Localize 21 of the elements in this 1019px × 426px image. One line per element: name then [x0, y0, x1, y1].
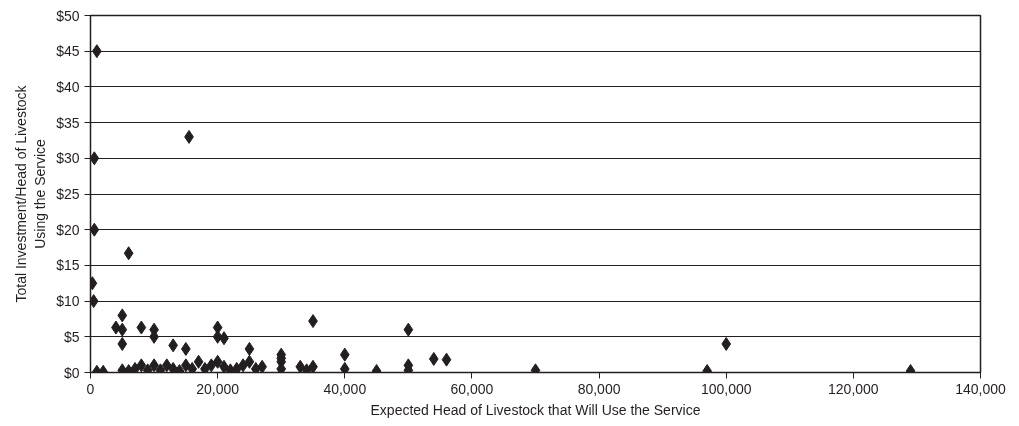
y-axis-title: Total Investment/Head of Livestock Using the Service	[12, 84, 49, 303]
x-tick-label: 20,000	[196, 380, 240, 397]
y-tick-label: $35	[56, 114, 80, 131]
y-tick-label: $30	[56, 150, 80, 167]
y-tick-label: $45	[56, 43, 80, 60]
x-tick-label: 120,000	[828, 380, 879, 397]
y-tick-label: $50	[56, 7, 80, 24]
x-tick-label: 100,000	[700, 380, 752, 397]
x-tick-label: 140,000	[955, 380, 1007, 397]
x-tick-label: 40,000	[323, 380, 367, 397]
x-tick-label: 60,000	[450, 380, 494, 397]
x-tick-label: 80,000	[577, 380, 621, 397]
y-tick-label: $40	[56, 78, 80, 95]
x-axis-title: Expected Head of Livestock that Will Use the Service	[370, 401, 701, 418]
y-tick-label: $25	[56, 186, 80, 202]
y-tick-label: $20	[56, 221, 80, 238]
y-tick-label: $0	[63, 364, 80, 381]
y-tick-label: $15	[56, 257, 80, 274]
y-tick-label: $5	[63, 328, 80, 345]
y-tick-label: $10	[56, 293, 80, 310]
x-tick-label: 0	[86, 380, 95, 397]
